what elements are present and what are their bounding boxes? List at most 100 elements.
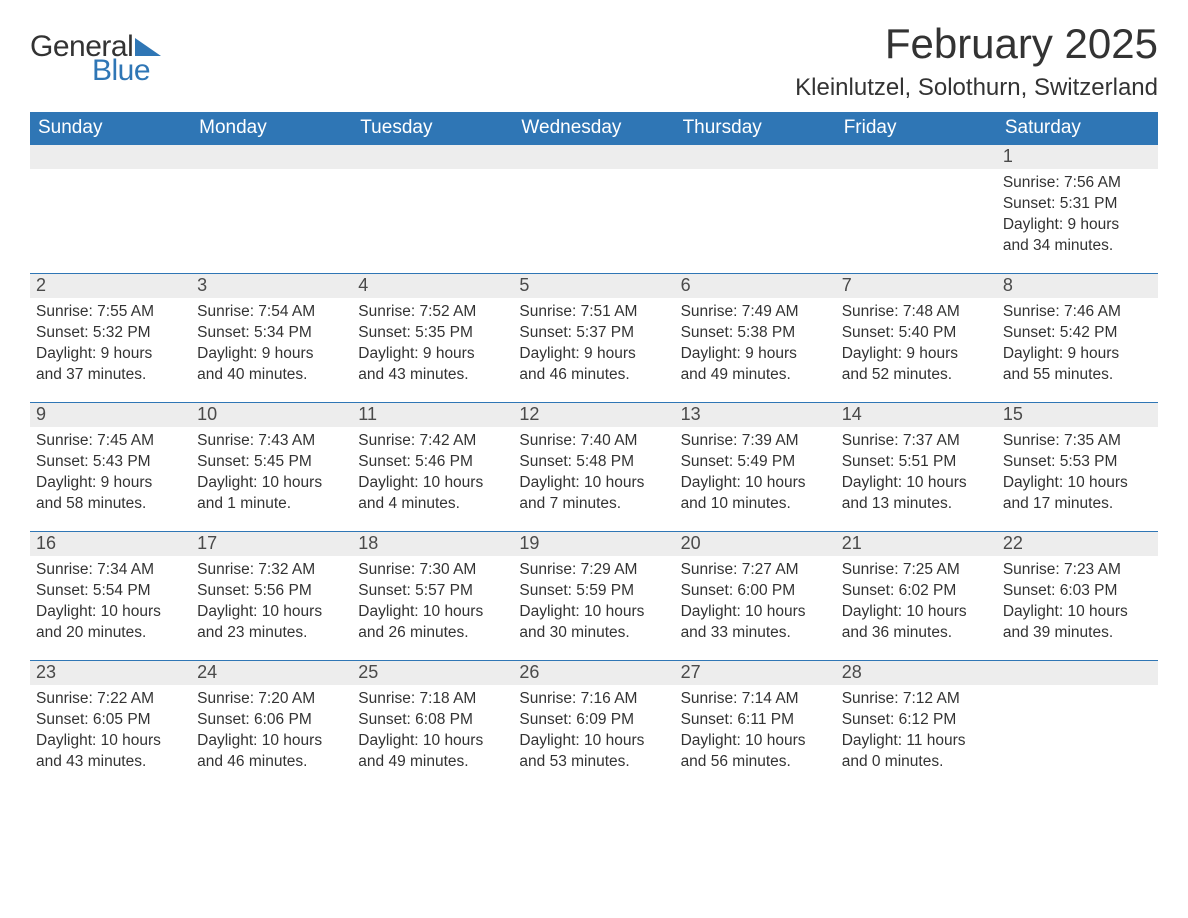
day-dl1: Daylight: 10 hours xyxy=(519,731,668,752)
day-sunrise: Sunrise: 7:40 AM xyxy=(519,431,668,452)
day-body xyxy=(191,169,352,173)
day-body: Sunrise: 7:45 AMSunset: 5:43 PMDaylight:… xyxy=(30,427,191,515)
title-block: February 2025 Kleinlutzel, Solothurn, Sw… xyxy=(795,20,1158,102)
day-cell xyxy=(513,145,674,273)
day-cell xyxy=(30,145,191,273)
day-dl2: and 49 minutes. xyxy=(358,752,507,773)
day-sunrise: Sunrise: 7:29 AM xyxy=(519,560,668,581)
day-sunrise: Sunrise: 7:39 AM xyxy=(681,431,830,452)
day-cell: 13Sunrise: 7:39 AMSunset: 5:49 PMDayligh… xyxy=(675,403,836,531)
day-body: Sunrise: 7:43 AMSunset: 5:45 PMDaylight:… xyxy=(191,427,352,515)
day-sunset: Sunset: 5:37 PM xyxy=(519,323,668,344)
day-body: Sunrise: 7:25 AMSunset: 6:02 PMDaylight:… xyxy=(836,556,997,644)
day-cell: 5Sunrise: 7:51 AMSunset: 5:37 PMDaylight… xyxy=(513,274,674,402)
day-body xyxy=(836,169,997,173)
day-number xyxy=(513,145,674,169)
day-body: Sunrise: 7:34 AMSunset: 5:54 PMDaylight:… xyxy=(30,556,191,644)
day-cell: 1Sunrise: 7:56 AMSunset: 5:31 PMDaylight… xyxy=(997,145,1158,273)
day-number: 23 xyxy=(30,661,191,685)
day-body: Sunrise: 7:32 AMSunset: 5:56 PMDaylight:… xyxy=(191,556,352,644)
weekday-header: Wednesday xyxy=(513,112,674,145)
day-cell: 25Sunrise: 7:18 AMSunset: 6:08 PMDayligh… xyxy=(352,661,513,789)
day-body: Sunrise: 7:29 AMSunset: 5:59 PMDaylight:… xyxy=(513,556,674,644)
day-sunrise: Sunrise: 7:46 AM xyxy=(1003,302,1152,323)
day-dl2: and 10 minutes. xyxy=(681,494,830,515)
day-dl2: and 49 minutes. xyxy=(681,365,830,386)
day-number: 5 xyxy=(513,274,674,298)
day-sunrise: Sunrise: 7:48 AM xyxy=(842,302,991,323)
day-cell xyxy=(675,145,836,273)
day-cell: 23Sunrise: 7:22 AMSunset: 6:05 PMDayligh… xyxy=(30,661,191,789)
day-dl2: and 23 minutes. xyxy=(197,623,346,644)
day-body xyxy=(30,169,191,173)
day-dl1: Daylight: 9 hours xyxy=(1003,215,1152,236)
day-sunrise: Sunrise: 7:51 AM xyxy=(519,302,668,323)
day-sunset: Sunset: 5:56 PM xyxy=(197,581,346,602)
day-dl1: Daylight: 9 hours xyxy=(358,344,507,365)
day-cell: 2Sunrise: 7:55 AMSunset: 5:32 PMDaylight… xyxy=(30,274,191,402)
day-dl1: Daylight: 9 hours xyxy=(197,344,346,365)
day-cell: 7Sunrise: 7:48 AMSunset: 5:40 PMDaylight… xyxy=(836,274,997,402)
day-sunset: Sunset: 5:53 PM xyxy=(1003,452,1152,473)
day-dl2: and 46 minutes. xyxy=(519,365,668,386)
day-dl2: and 43 minutes. xyxy=(36,752,185,773)
day-body: Sunrise: 7:55 AMSunset: 5:32 PMDaylight:… xyxy=(30,298,191,386)
day-dl1: Daylight: 9 hours xyxy=(36,473,185,494)
day-dl1: Daylight: 10 hours xyxy=(681,602,830,623)
day-cell: 10Sunrise: 7:43 AMSunset: 5:45 PMDayligh… xyxy=(191,403,352,531)
day-dl1: Daylight: 10 hours xyxy=(1003,602,1152,623)
weekday-header: Thursday xyxy=(675,112,836,145)
day-sunset: Sunset: 6:02 PM xyxy=(842,581,991,602)
day-sunrise: Sunrise: 7:55 AM xyxy=(36,302,185,323)
day-number xyxy=(675,145,836,169)
day-sunset: Sunset: 5:45 PM xyxy=(197,452,346,473)
day-dl1: Daylight: 9 hours xyxy=(681,344,830,365)
day-number: 16 xyxy=(30,532,191,556)
day-sunset: Sunset: 6:09 PM xyxy=(519,710,668,731)
day-cell: 27Sunrise: 7:14 AMSunset: 6:11 PMDayligh… xyxy=(675,661,836,789)
day-sunset: Sunset: 5:35 PM xyxy=(358,323,507,344)
day-sunrise: Sunrise: 7:14 AM xyxy=(681,689,830,710)
day-number: 18 xyxy=(352,532,513,556)
day-sunrise: Sunrise: 7:49 AM xyxy=(681,302,830,323)
header: General Blue February 2025 Kleinlutzel, … xyxy=(30,20,1158,102)
day-sunrise: Sunrise: 7:34 AM xyxy=(36,560,185,581)
day-sunset: Sunset: 5:42 PM xyxy=(1003,323,1152,344)
day-dl2: and 26 minutes. xyxy=(358,623,507,644)
day-cell: 15Sunrise: 7:35 AMSunset: 5:53 PMDayligh… xyxy=(997,403,1158,531)
day-body: Sunrise: 7:27 AMSunset: 6:00 PMDaylight:… xyxy=(675,556,836,644)
day-cell: 17Sunrise: 7:32 AMSunset: 5:56 PMDayligh… xyxy=(191,532,352,660)
day-cell: 8Sunrise: 7:46 AMSunset: 5:42 PMDaylight… xyxy=(997,274,1158,402)
day-cell: 26Sunrise: 7:16 AMSunset: 6:09 PMDayligh… xyxy=(513,661,674,789)
day-body: Sunrise: 7:20 AMSunset: 6:06 PMDaylight:… xyxy=(191,685,352,773)
weekday-header: Friday xyxy=(836,112,997,145)
day-dl1: Daylight: 10 hours xyxy=(519,602,668,623)
day-sunset: Sunset: 5:40 PM xyxy=(842,323,991,344)
day-dl2: and 52 minutes. xyxy=(842,365,991,386)
day-sunset: Sunset: 5:43 PM xyxy=(36,452,185,473)
day-number: 1 xyxy=(997,145,1158,169)
day-dl2: and 43 minutes. xyxy=(358,365,507,386)
day-number: 13 xyxy=(675,403,836,427)
day-dl2: and 58 minutes. xyxy=(36,494,185,515)
day-number: 4 xyxy=(352,274,513,298)
day-sunset: Sunset: 5:59 PM xyxy=(519,581,668,602)
day-sunrise: Sunrise: 7:23 AM xyxy=(1003,560,1152,581)
day-number: 22 xyxy=(997,532,1158,556)
day-sunset: Sunset: 6:00 PM xyxy=(681,581,830,602)
day-dl1: Daylight: 10 hours xyxy=(842,473,991,494)
day-cell: 12Sunrise: 7:40 AMSunset: 5:48 PMDayligh… xyxy=(513,403,674,531)
week-row: 2Sunrise: 7:55 AMSunset: 5:32 PMDaylight… xyxy=(30,273,1158,402)
day-cell: 16Sunrise: 7:34 AMSunset: 5:54 PMDayligh… xyxy=(30,532,191,660)
day-body xyxy=(675,169,836,173)
location-subtitle: Kleinlutzel, Solothurn, Switzerland xyxy=(795,74,1158,102)
day-number: 24 xyxy=(191,661,352,685)
day-cell: 3Sunrise: 7:54 AMSunset: 5:34 PMDaylight… xyxy=(191,274,352,402)
week-row: 9Sunrise: 7:45 AMSunset: 5:43 PMDaylight… xyxy=(30,402,1158,531)
day-sunset: Sunset: 5:49 PM xyxy=(681,452,830,473)
day-body: Sunrise: 7:12 AMSunset: 6:12 PMDaylight:… xyxy=(836,685,997,773)
weekday-header: Sunday xyxy=(30,112,191,145)
day-cell: 11Sunrise: 7:42 AMSunset: 5:46 PMDayligh… xyxy=(352,403,513,531)
weekday-header-row: SundayMondayTuesdayWednesdayThursdayFrid… xyxy=(30,112,1158,145)
day-dl2: and 30 minutes. xyxy=(519,623,668,644)
